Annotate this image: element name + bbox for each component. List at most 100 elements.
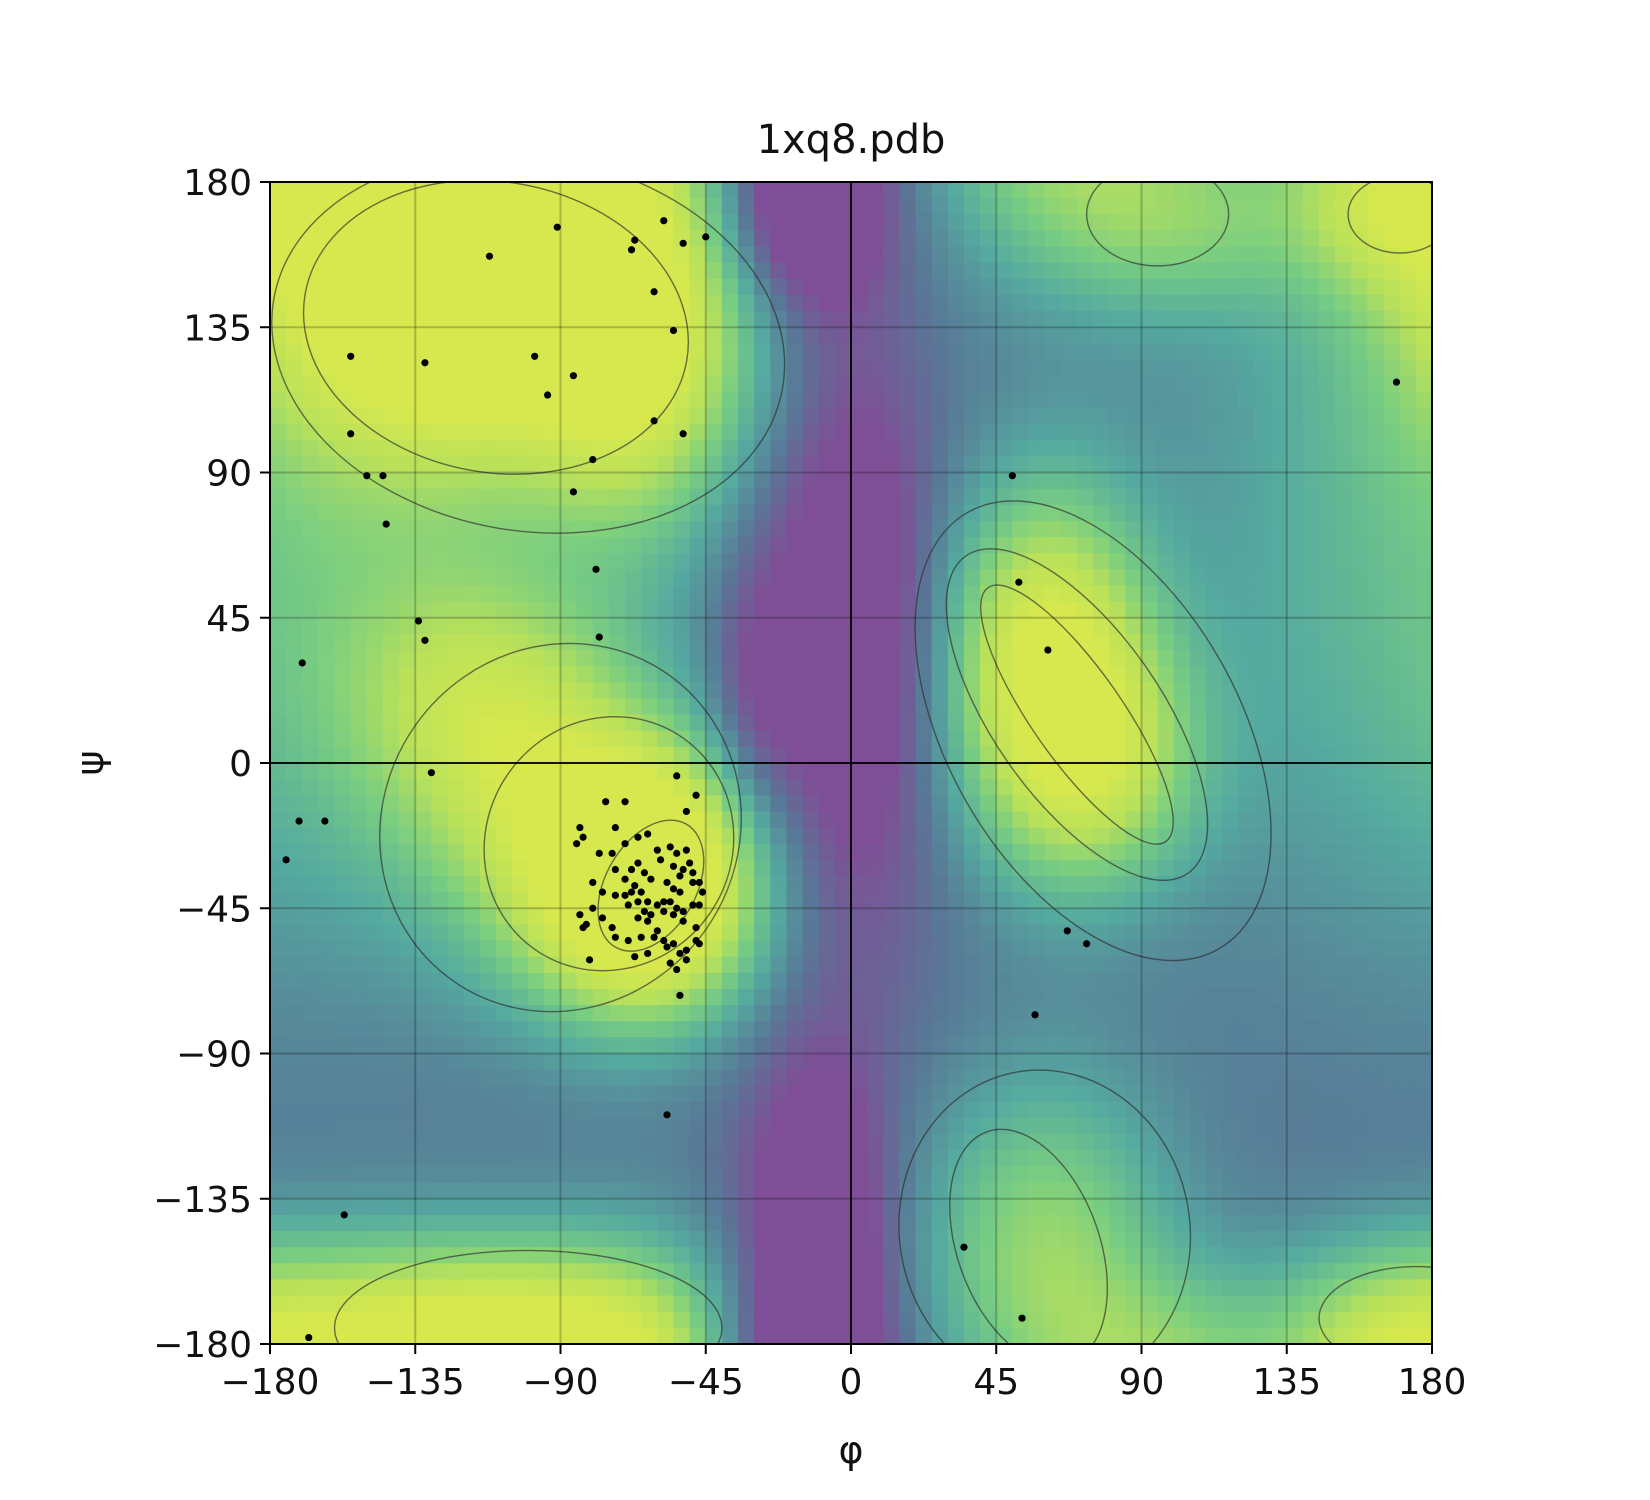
heatmap-cell xyxy=(1270,1150,1288,1168)
heatmap-cell xyxy=(721,327,739,344)
heatmap-cell xyxy=(1367,730,1385,748)
heatmap-cell xyxy=(1173,1037,1191,1055)
heatmap-cell xyxy=(576,1134,594,1151)
heatmap-cell xyxy=(608,746,626,764)
heatmap-cell xyxy=(1335,1166,1352,1184)
heatmap-cell xyxy=(996,262,1013,280)
heatmap-cell xyxy=(931,198,949,215)
heatmap-cell xyxy=(947,375,965,393)
heatmap-cell xyxy=(1109,1198,1126,1216)
heatmap-cell xyxy=(366,278,384,296)
heatmap-cell xyxy=(1076,714,1094,732)
heatmap-cell xyxy=(625,407,642,425)
heatmap-cell xyxy=(560,246,578,264)
heatmap-cell xyxy=(1012,601,1030,619)
heatmap-cell xyxy=(350,1231,368,1248)
heatmap-cell xyxy=(334,892,352,909)
heatmap-cell xyxy=(786,537,804,554)
heatmap-cell xyxy=(528,666,545,683)
heatmap-cell xyxy=(738,746,755,764)
heatmap-cell xyxy=(1012,198,1030,215)
heatmap-cell xyxy=(479,1311,497,1329)
heatmap-cell xyxy=(415,1101,432,1119)
heatmap-cell xyxy=(495,553,513,570)
heatmap-cell xyxy=(528,617,545,635)
heatmap-cell xyxy=(286,1005,303,1022)
heatmap-cell xyxy=(415,520,432,538)
heatmap-cell xyxy=(673,795,691,813)
heatmap-cell xyxy=(366,714,384,732)
heatmap-cell xyxy=(431,359,449,377)
heatmap-cell xyxy=(867,182,884,199)
heatmap-cell xyxy=(286,827,303,845)
heatmap-cell xyxy=(915,472,933,490)
heatmap-cell xyxy=(592,940,610,958)
heatmap-cell xyxy=(705,278,723,296)
heatmap-cell xyxy=(366,1053,384,1071)
heatmap-cell xyxy=(705,1166,723,1184)
heatmap-cell xyxy=(1157,1005,1175,1022)
heatmap-cell xyxy=(1222,520,1239,538)
heatmap-cell xyxy=(883,424,901,441)
heatmap-cell xyxy=(1367,666,1385,683)
heatmap-cell xyxy=(738,278,755,296)
heatmap-cell xyxy=(786,1311,804,1329)
heatmap-cell xyxy=(996,327,1013,344)
heatmap-cell xyxy=(1012,391,1030,409)
heatmap-cell xyxy=(1173,843,1191,861)
heatmap-cell xyxy=(302,1005,320,1022)
heatmap-cell xyxy=(528,875,545,893)
heatmap-cell xyxy=(576,262,594,280)
heatmap-cell xyxy=(495,585,513,603)
heatmap-cell xyxy=(592,214,610,232)
heatmap-cell xyxy=(1109,359,1126,377)
heatmap-cell xyxy=(544,1327,562,1344)
heatmap-cell xyxy=(1012,407,1030,425)
heatmap-cell xyxy=(1238,198,1256,215)
heatmap-cell xyxy=(592,1101,610,1119)
heatmap-cell xyxy=(867,294,884,312)
heatmap-cell xyxy=(1093,278,1110,296)
heatmap-cell xyxy=(544,359,562,377)
heatmap-cell xyxy=(1222,1231,1239,1248)
heatmap-cell xyxy=(576,746,594,764)
heatmap-cell xyxy=(1157,230,1175,248)
heatmap-cell xyxy=(1383,456,1401,474)
heatmap-cell xyxy=(802,294,820,312)
heatmap-cell xyxy=(431,859,449,877)
heatmap-cell xyxy=(1222,1295,1239,1313)
heatmap-cell xyxy=(1335,278,1352,296)
heatmap-cell xyxy=(705,988,723,1006)
heatmap-cell xyxy=(899,1231,917,1248)
heatmap-cell xyxy=(270,924,287,942)
heatmap-cell xyxy=(834,553,852,570)
heatmap-cell xyxy=(1270,1214,1288,1232)
heatmap-cell xyxy=(818,1214,836,1232)
heatmap-cell xyxy=(1222,1053,1239,1071)
heatmap-cell xyxy=(883,1311,901,1329)
heatmap-cell xyxy=(1028,230,1046,248)
heatmap-cell xyxy=(1351,1005,1369,1022)
heatmap-cell xyxy=(1367,1037,1385,1055)
heatmap-cell xyxy=(1335,1182,1352,1200)
heatmap-cell xyxy=(495,1327,513,1344)
heatmap-cell xyxy=(286,714,303,732)
heatmap-cell xyxy=(963,875,981,893)
heatmap-cell xyxy=(625,601,642,619)
heatmap-cell xyxy=(447,1021,465,1038)
heatmap-cell xyxy=(963,278,981,296)
heatmap-cell xyxy=(915,359,933,377)
heatmap-cell xyxy=(1302,569,1320,587)
heatmap-cell xyxy=(1270,1279,1288,1297)
heatmap-cell xyxy=(625,698,642,716)
heatmap-cell xyxy=(399,1053,416,1071)
heatmap-cell xyxy=(286,859,303,877)
heatmap-cell xyxy=(625,972,642,990)
heatmap-cell xyxy=(544,456,562,474)
heatmap-cell xyxy=(334,1101,352,1119)
heatmap-cell xyxy=(1076,327,1094,344)
heatmap-cell xyxy=(996,714,1013,732)
heatmap-cell xyxy=(818,666,836,683)
heatmap-cell xyxy=(1286,746,1304,764)
heatmap-cell xyxy=(1076,1182,1094,1200)
